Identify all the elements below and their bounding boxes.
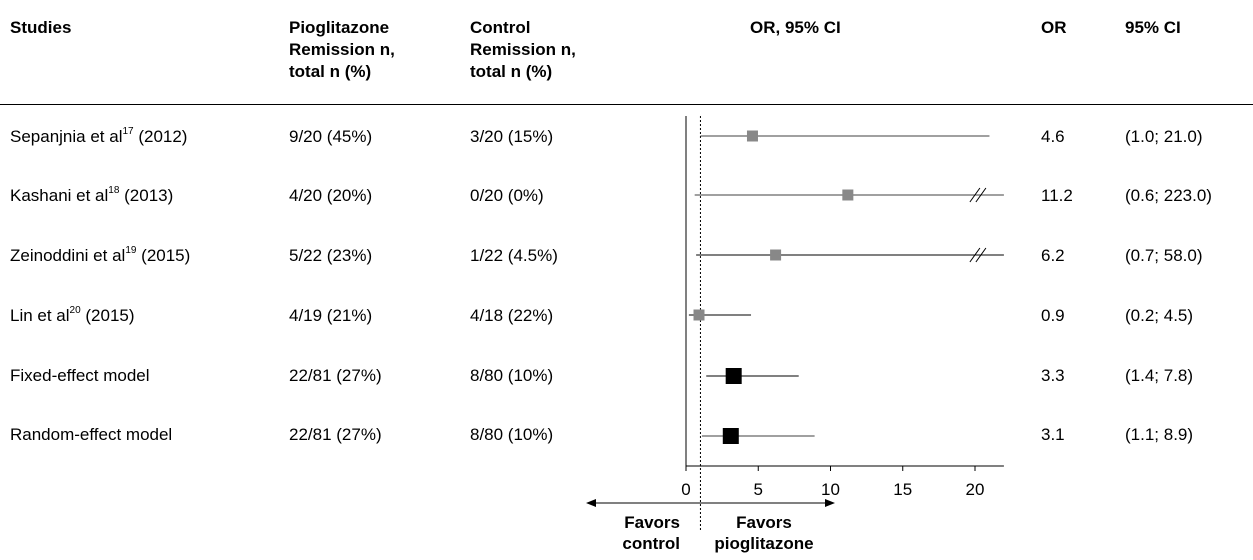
break-mark <box>969 247 981 263</box>
x-tick-label: 10 <box>821 480 840 499</box>
or-marker <box>842 189 854 201</box>
favors-control-label: Favors <box>624 513 680 532</box>
header-control-line-3: total n (%) <box>470 62 553 81</box>
header-control: Control Remission n, total n (%) <box>470 17 576 83</box>
table-row-pio: 9/20 (45%) <box>289 127 373 146</box>
table-row-study: Kashani et al18 (2013) <box>10 185 174 205</box>
header-control-line-2: Remission n, <box>470 40 576 59</box>
table-row-study: Sepanjnia et al17 (2012) <box>10 126 188 146</box>
or-marker <box>770 249 782 261</box>
table-row-pio: 5/22 (23%) <box>289 246 373 265</box>
break-mark <box>969 187 981 203</box>
or-marker <box>725 368 742 384</box>
table-row-or: 3.1 <box>1041 425 1065 444</box>
favors-arrowhead-left <box>586 499 596 507</box>
x-tick-label: 5 <box>754 480 763 499</box>
x-tick-label: 15 <box>893 480 912 499</box>
table-row-ci: (0.6; 223.0) <box>1125 186 1212 205</box>
header-rule <box>0 104 1253 105</box>
table-row-study: Fixed-effect model <box>10 366 150 385</box>
table-row-study: Lin et al20 (2015) <box>10 305 135 325</box>
or-marker <box>693 309 705 321</box>
table-row-study: Zeinoddini et al19 (2015) <box>10 245 191 265</box>
table-row-pio: 22/81 (27%) <box>289 425 382 444</box>
or-marker <box>746 130 758 142</box>
header-ci: 95% CI <box>1125 18 1181 37</box>
favors-pioglitazone-label: pioglitazone <box>714 534 813 553</box>
header-control-line-1: Control <box>470 18 531 37</box>
table-row-ctrl: 8/80 (10%) <box>470 425 554 444</box>
or-marker <box>722 428 739 444</box>
favors-pioglitazone-label: Favors <box>736 513 792 532</box>
table-row-or: 3.3 <box>1041 366 1065 385</box>
header-or: OR <box>1041 18 1067 37</box>
break-mark <box>975 247 987 263</box>
table-row-pio: 4/19 (21%) <box>289 306 373 325</box>
favors-arrowhead-right <box>825 499 835 507</box>
table-row-ci: (1.1; 8.9) <box>1125 425 1194 444</box>
table-row-ctrl: 1/22 (4.5%) <box>470 246 558 265</box>
table-row-ctrl: 0/20 (0%) <box>470 186 544 205</box>
header-pioglitazone-line-2: Remission n, <box>289 40 395 59</box>
table-row-study: Random-effect model <box>10 425 173 444</box>
header-pioglitazone: Pioglitazone Remission n, total n (%) <box>289 17 395 83</box>
break-mark <box>975 187 987 203</box>
table-row-ctrl: 3/20 (15%) <box>470 127 554 146</box>
table-row-ci: (1.0; 21.0) <box>1125 127 1203 146</box>
header-pioglitazone-line-3: total n (%) <box>289 62 372 81</box>
table-row-or: 6.2 <box>1041 246 1065 265</box>
header-pioglitazone-line-1: Pioglitazone <box>289 18 390 37</box>
table-row-ci: (0.7; 58.0) <box>1125 246 1203 265</box>
table-row-ci: (1.4; 7.8) <box>1125 366 1194 385</box>
header-plot: OR, 95% CI <box>750 18 841 37</box>
table-row-or: 4.6 <box>1041 127 1065 146</box>
x-tick-label: 20 <box>966 480 985 499</box>
table-row-or: 11.2 <box>1041 186 1073 205</box>
x-tick-label: 0 <box>681 480 690 499</box>
table-row-ctrl: 8/80 (10%) <box>470 366 554 385</box>
table-row-ci: (0.2; 4.5) <box>1125 306 1194 325</box>
favors-control-label: control <box>622 534 680 553</box>
table-row-ctrl: 4/18 (22%) <box>470 306 554 325</box>
table-row-pio: 22/81 (27%) <box>289 366 382 385</box>
table-row-or: 0.9 <box>1041 306 1065 325</box>
table-row-pio: 4/20 (20%) <box>289 186 373 205</box>
header-studies: Studies <box>10 18 72 37</box>
